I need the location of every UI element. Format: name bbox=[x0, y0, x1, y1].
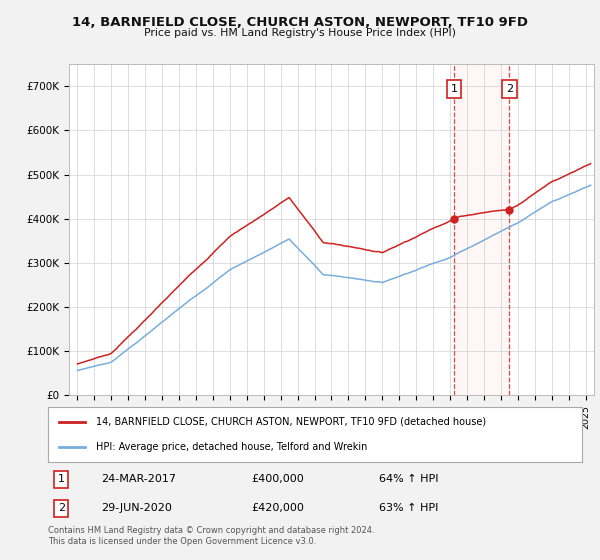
Text: 1: 1 bbox=[451, 83, 457, 94]
Text: 2: 2 bbox=[506, 83, 513, 94]
Text: 24-MAR-2017: 24-MAR-2017 bbox=[101, 474, 176, 484]
Bar bbox=[454, 64, 509, 395]
Text: 63% ↑ HPI: 63% ↑ HPI bbox=[379, 503, 439, 513]
Text: 14, BARNFIELD CLOSE, CHURCH ASTON, NEWPORT, TF10 9FD (detached house): 14, BARNFIELD CLOSE, CHURCH ASTON, NEWPO… bbox=[96, 417, 486, 427]
Text: £420,000: £420,000 bbox=[251, 503, 304, 513]
Text: 29-JUN-2020: 29-JUN-2020 bbox=[101, 503, 172, 513]
Text: £400,000: £400,000 bbox=[251, 474, 304, 484]
Text: HPI: Average price, detached house, Telford and Wrekin: HPI: Average price, detached house, Telf… bbox=[96, 442, 367, 452]
Text: 14, BARNFIELD CLOSE, CHURCH ASTON, NEWPORT, TF10 9FD: 14, BARNFIELD CLOSE, CHURCH ASTON, NEWPO… bbox=[72, 16, 528, 29]
Text: 1: 1 bbox=[58, 474, 65, 484]
Text: 64% ↑ HPI: 64% ↑ HPI bbox=[379, 474, 439, 484]
Text: 2: 2 bbox=[58, 503, 65, 513]
Text: Price paid vs. HM Land Registry's House Price Index (HPI): Price paid vs. HM Land Registry's House … bbox=[144, 28, 456, 38]
Text: Contains HM Land Registry data © Crown copyright and database right 2024.
This d: Contains HM Land Registry data © Crown c… bbox=[48, 526, 374, 546]
